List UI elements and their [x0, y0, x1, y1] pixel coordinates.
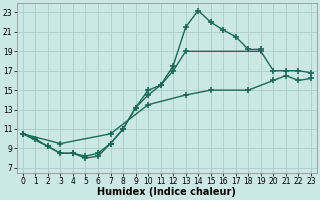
X-axis label: Humidex (Indice chaleur): Humidex (Indice chaleur) — [98, 187, 236, 197]
